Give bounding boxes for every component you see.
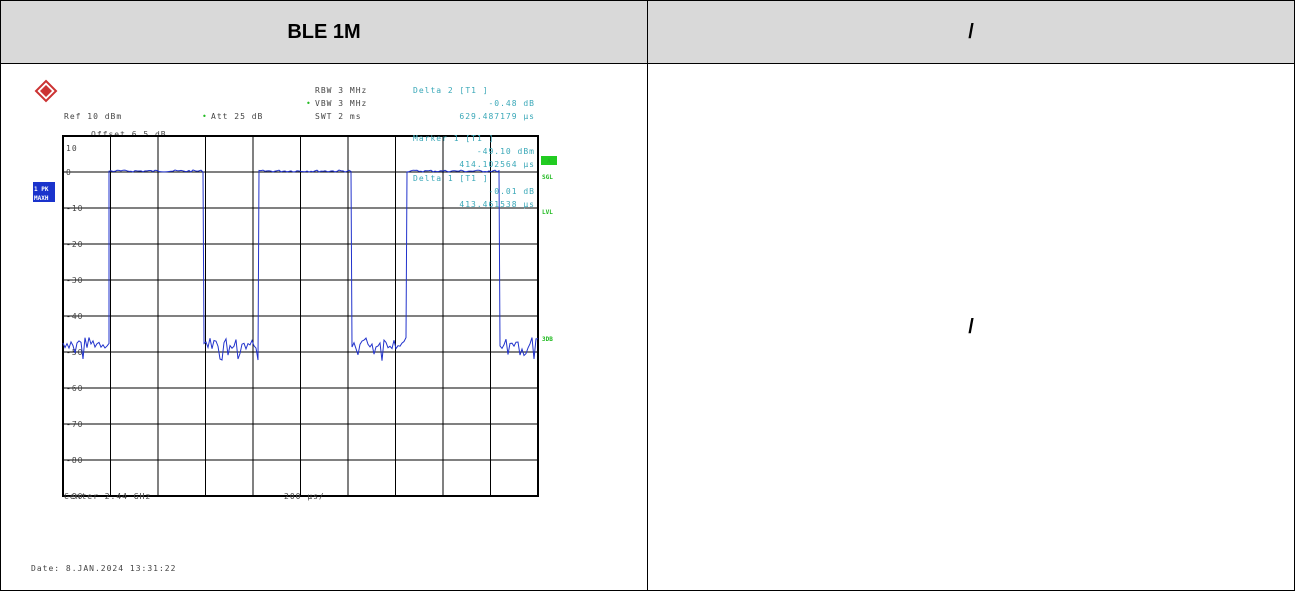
marker-label: Delta 2 [T1 ] [413, 86, 489, 95]
vbw: VBW 3 MHz [315, 99, 367, 108]
body-cell: / [647, 63, 1295, 591]
analyzer-screenshot: RBW 3 MHz VBW 3 MHz • SWT 2 ms Ref 10 dB… [31, 79, 557, 573]
marker-label: Delta 1 [T1 ] [413, 174, 489, 183]
side-label: 3DB [542, 336, 553, 343]
logo [34, 79, 58, 103]
swt: SWT 2 ms [315, 112, 362, 121]
trace-label: MAXH [34, 195, 49, 202]
dot: • [306, 99, 312, 108]
trace-label: 1 PK [34, 186, 49, 193]
att: Att 25 dB [211, 112, 263, 121]
body-row: RBW 3 MHz VBW 3 MHz • SWT 2 ms Ref 10 dB… [0, 63, 1295, 591]
span: 200 µs/ [284, 492, 325, 501]
ref: Ref 10 dBm [64, 112, 122, 121]
rbw: RBW 3 MHz [315, 86, 367, 95]
marker-time: 629.487179 µs [459, 112, 535, 121]
marker-time: 414.102564 µs [459, 160, 535, 169]
date: Date: 8.JAN.2024 13:31:22 [31, 564, 176, 573]
dot: • [202, 112, 208, 121]
marker-value: -0.01 dB [488, 187, 535, 196]
y-label: -50 [66, 348, 83, 357]
marker-value: -0.48 dB [488, 99, 535, 108]
y-label: -70 [66, 420, 83, 429]
header-row: BLE 1M / [0, 0, 1295, 64]
header-cell: / [647, 0, 1295, 64]
center: Center 2.44 GHz [64, 492, 151, 501]
side-label: SGL [542, 174, 553, 181]
offset: Offset 6.5 dB [91, 130, 167, 139]
screenshot-cell: RBW 3 MHz VBW 3 MHz • SWT 2 ms Ref 10 dB… [0, 63, 648, 591]
y-label: -30 [66, 276, 83, 285]
y-label: -10 [66, 204, 83, 213]
y-label: -60 [66, 384, 83, 393]
marker-label: Marker 1 [T1 ] [413, 134, 494, 143]
marker-time: 413.461538 µs [459, 200, 535, 209]
y-label: -20 [66, 240, 83, 249]
y-label: -40 [66, 312, 83, 321]
y-label: -80 [66, 456, 83, 465]
plot: 10 0 -10 -20 -30 -40 -50 -60 -70 -80 -90 [62, 135, 539, 501]
side-label: LVL [542, 209, 553, 216]
header-cell: BLE 1M [0, 0, 648, 64]
trace [62, 169, 539, 361]
side-label: A [547, 158, 551, 165]
y-label: 10 [66, 144, 78, 153]
marker-value: -49.10 dBm [477, 147, 535, 156]
a-box [541, 156, 557, 165]
trace-box [33, 182, 55, 202]
y-label: -90 [66, 492, 83, 501]
y-label: 0 [66, 168, 72, 177]
